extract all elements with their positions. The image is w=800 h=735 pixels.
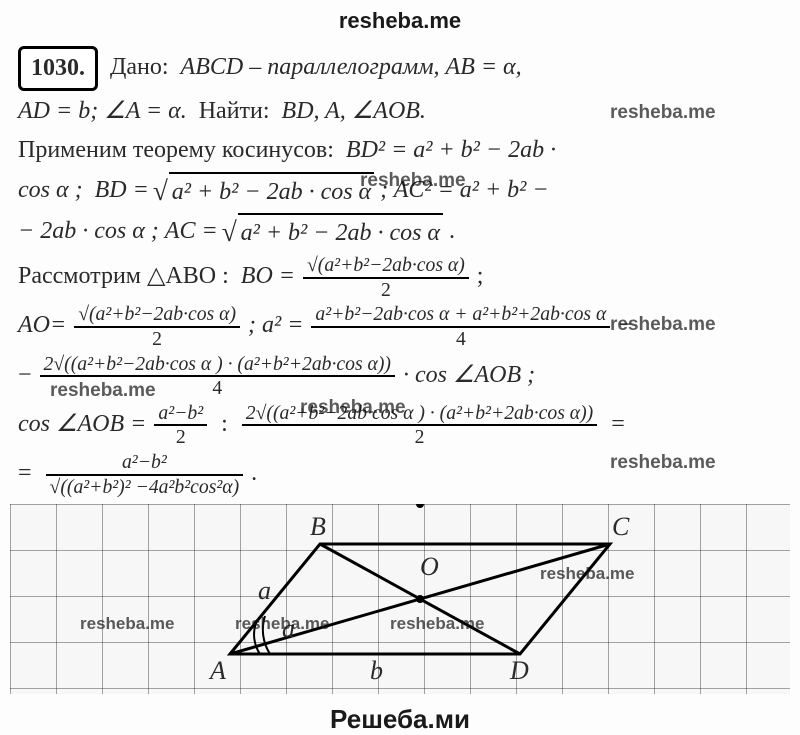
ac-sq: ; AC² = a² + b² − (380, 177, 548, 203)
line-4: cos α ; BD = a² + b² − 2ab · cos α ; AC²… (18, 172, 782, 211)
ao-frac: √(a²+b²−2ab·cos α) 2 (74, 303, 240, 350)
bd-sq: BD² = a² + b² − 2ab · (346, 137, 556, 163)
prod-frac: 2√((a²+b²−2ab·cos α ) · (a²+b²+2ab·cos α… (40, 353, 395, 400)
cos-theorem-text: Применим теорему косинусов: (18, 137, 334, 163)
diagram-area: ABCDOaab resheba.meresheba.meresheba.mer… (10, 504, 790, 694)
solution-content: 1030. Дано: ABCD – параллелограмм, AB = … (0, 38, 800, 498)
eq-2: = (18, 460, 32, 486)
given-body: ABCD – параллелограмм, AB = α, (181, 54, 522, 80)
bd-eq: BD = (95, 177, 149, 203)
diff-frac: a²−b² 2 (154, 402, 207, 449)
diagram-label: B (310, 512, 326, 542)
ao-eq: AO= (18, 312, 66, 338)
line-3: Применим теорему косинусов: BD² = a² + b… (18, 132, 782, 169)
given-prefix: Дано: (110, 54, 169, 80)
find-body: BD, A, ∠AOB. (282, 98, 426, 124)
line-2: AD = b; ∠A = α. Найти: BD, A, ∠AOB. (18, 93, 782, 130)
line-9: cos ∠AOB = a²−b² 2 : 2√((a²+b²−2ab·cos α… (18, 402, 782, 449)
ac-sqrt: a² + b² − 2ab · cos α (224, 213, 443, 252)
find-prefix: Найти: (199, 98, 270, 124)
site-header: resheba.me (0, 0, 800, 38)
consider-text: Рассмотрим △ABO : (18, 263, 229, 289)
big-frac: a²+b²−2ab·cos α + a²+b²+2ab·cos α 4 (311, 303, 610, 350)
diagram-label: D (510, 656, 529, 686)
line-5: − 2ab · cos α ; AC = a² + b² − 2ab · cos… (18, 213, 782, 252)
period: . (449, 218, 455, 244)
a2-eq: ; a² = (248, 312, 303, 338)
prod2-frac: 2√((a²+b²−2ab·cos α ) · (a²+b²+2ab·cos α… (242, 402, 597, 449)
diagram-label: O (420, 552, 439, 582)
eq-1: = (611, 411, 625, 437)
line-7: AO= √(a²+b²−2ab·cos α) 2 ; a² = a²+b²−2a… (18, 303, 782, 350)
cos-aob: · cos ∠AOB ; (403, 362, 535, 388)
line-10: = a²−b² √((a²+b²)² −4a²b²cos²α) . (18, 451, 782, 498)
site-footer: Решеба.ми (0, 694, 800, 735)
dash-2: − (18, 362, 32, 388)
line-6: Рассмотрим △ABO : BO = √(a²+b²−2ab·cos α… (18, 254, 782, 301)
colon: : (221, 411, 228, 437)
bo-frac: √(a²+b²−2ab·cos α) 2 (303, 254, 469, 301)
period-2: . (251, 460, 257, 486)
cos-a: cos α ; (18, 177, 83, 203)
minus-2ab: − 2ab · cos α ; (18, 218, 159, 244)
final-frac: a²−b² √((a²+b²)² −4a²b²cos²α) (46, 451, 244, 498)
line-8: − 2√((a²+b²−2ab·cos α ) · (a²+b²+2ab·cos… (18, 353, 782, 400)
bd-sqrt: a² + b² − 2ab · cos α (155, 172, 374, 211)
diagram-label: C (612, 512, 629, 542)
diagram-label: a (258, 576, 271, 606)
diagram-label: a (282, 614, 295, 644)
bo-eq: BO = (241, 263, 295, 289)
diagram-label: b (370, 656, 383, 686)
line2-left: AD = b; ∠A = α. (18, 98, 187, 124)
ac-eq: AC = (165, 218, 218, 244)
parallelogram-diagram (10, 504, 790, 694)
line-1: 1030. Дано: ABCD – параллелограмм, AB = … (18, 46, 782, 91)
problem-number: 1030. (18, 46, 98, 91)
diagram-label: A (210, 656, 226, 686)
dash-1: − (618, 312, 632, 338)
cos-lhs: cos ∠AOB = (18, 411, 146, 437)
